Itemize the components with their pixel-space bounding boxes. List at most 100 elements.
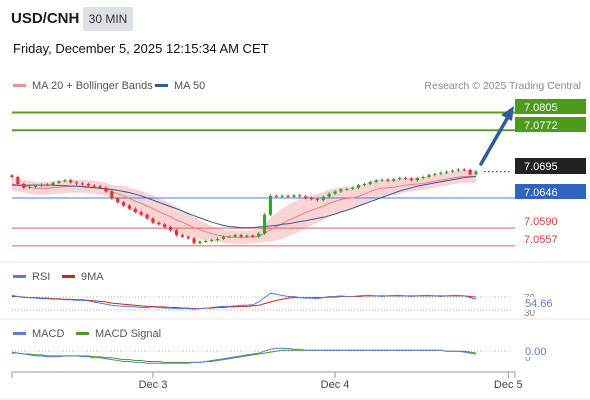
ma20-swatch — [13, 83, 26, 87]
candle — [28, 185, 32, 190]
candle-body — [121, 202, 126, 206]
price-box-7-0772 — [515, 117, 586, 132]
ma50-line — [12, 176, 477, 229]
candle-body — [251, 235, 255, 237]
candle-body — [280, 195, 284, 197]
candle — [392, 177, 396, 183]
candle-body — [10, 175, 14, 177]
candle — [239, 233, 243, 239]
candle — [151, 217, 155, 225]
candle-body — [75, 182, 79, 184]
candle — [127, 204, 132, 211]
ma20-legend-label: MA 20 + Bollinger Bands — [32, 80, 153, 92]
candle — [98, 184, 102, 190]
candle — [409, 177, 413, 182]
candle-body — [192, 238, 196, 244]
candle — [10, 174, 14, 179]
macd-line — [11, 347, 477, 364]
candle-body — [409, 178, 413, 181]
candle — [374, 178, 378, 184]
candle-body — [374, 180, 378, 182]
ma50-swatch — [155, 83, 168, 87]
price-box-7-0695 — [515, 158, 586, 174]
candle — [433, 172, 437, 177]
candle — [351, 186, 355, 191]
candle — [474, 170, 478, 176]
candle-body — [22, 183, 26, 188]
candle — [345, 187, 349, 191]
x-tick-label: Dec 3 — [139, 379, 168, 391]
candle — [157, 221, 161, 226]
candle-body — [362, 183, 367, 186]
candle-body — [298, 195, 302, 197]
macd-signal-legend-label: MACD Signal — [95, 328, 162, 340]
candle-body — [57, 181, 61, 183]
candle-body — [151, 218, 155, 223]
price-text-7-0695: 7.0695 — [524, 161, 558, 173]
price-label-7-0805: 7.0805 — [515, 99, 586, 114]
price-text-7-0805: 7.0805 — [524, 102, 558, 114]
candle-body — [445, 171, 449, 173]
candle-body — [116, 198, 120, 203]
candle-body — [433, 173, 437, 175]
candle — [80, 182, 85, 186]
arrow-shaft — [479, 115, 510, 166]
candle — [262, 213, 267, 235]
candle — [286, 194, 290, 199]
candle — [145, 213, 149, 220]
macd-legend-label: MACD — [32, 328, 65, 340]
candle-body — [163, 224, 167, 228]
candle-body — [104, 187, 108, 192]
candle — [315, 197, 320, 202]
candle-body — [174, 230, 179, 236]
candle-body — [215, 238, 220, 240]
candle — [121, 200, 126, 207]
candles-group — [10, 168, 478, 245]
candle-body — [462, 169, 466, 171]
candle — [16, 175, 20, 186]
rsi-level-30-label: 30 — [524, 308, 536, 319]
candle — [245, 234, 249, 239]
symbol-title: USD/CNH — [11, 10, 80, 27]
rsi-legend-label: RSI — [32, 271, 51, 283]
candle-body — [315, 199, 320, 201]
candle — [427, 173, 431, 179]
candle — [215, 237, 220, 242]
candle — [133, 207, 137, 214]
candle — [139, 210, 143, 216]
candle-body — [439, 172, 443, 174]
candle-body — [127, 205, 132, 209]
candle-body — [392, 179, 396, 181]
legend-ma20: MA 20 + Bollinger Bands — [13, 80, 153, 92]
ma20-line — [11, 176, 476, 238]
candle-body — [309, 197, 314, 200]
timeframe-badge[interactable]: 30 MIN — [83, 7, 133, 31]
candle-body — [356, 185, 361, 188]
candle — [227, 235, 231, 239]
candle — [110, 190, 114, 200]
rsi-ma-legend-label: 9MA — [81, 271, 104, 283]
candle — [204, 239, 208, 243]
candle — [309, 196, 314, 201]
candle — [57, 179, 61, 185]
macd-zero-label: 0 — [525, 353, 531, 364]
x-tick-label: Dec 5 — [494, 379, 523, 391]
candle-body — [98, 186, 102, 188]
candle-body — [415, 178, 419, 181]
candle — [86, 182, 90, 187]
candle — [163, 222, 167, 229]
price-label-7-0772: 7.0772 — [515, 117, 586, 132]
candle-body — [262, 214, 267, 234]
candle — [292, 193, 296, 199]
candle — [168, 225, 173, 232]
price-label-7-0695: 7.0695 — [515, 158, 586, 174]
candle — [221, 235, 226, 241]
rsi-value-backdrop — [520, 297, 558, 310]
candle-body — [351, 187, 355, 189]
legend-rsi-ma: 9MA — [62, 271, 104, 283]
price-level-lines — [12, 111, 515, 247]
rsi-value-label: 54.66 — [525, 298, 553, 310]
candle-body — [368, 181, 372, 184]
candle-body — [110, 191, 114, 199]
